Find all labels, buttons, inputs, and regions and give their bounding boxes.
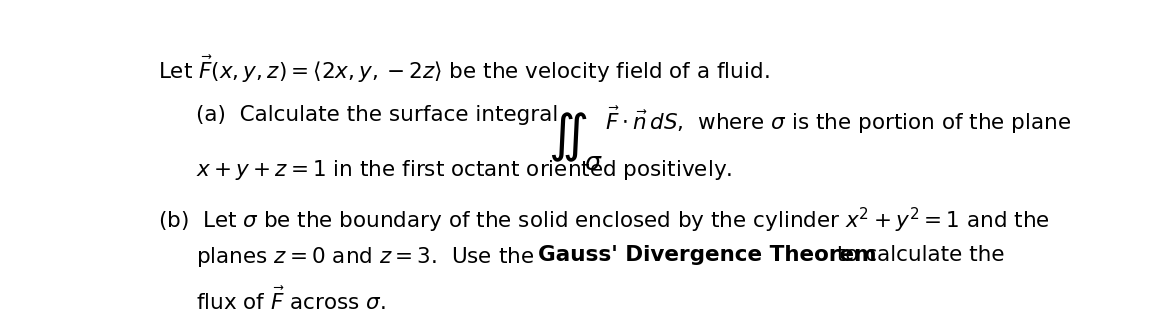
- Text: $\vec{F}\cdot\vec{n}\,dS$,  where $\sigma$ is the portion of the plane: $\vec{F}\cdot\vec{n}\,dS$, where $\sigma…: [606, 105, 1071, 136]
- Text: planes $z = 0$ and $z = 3$.  Use the: planes $z = 0$ and $z = 3$. Use the: [196, 245, 534, 269]
- Text: (b)  Let $\sigma$ be the boundary of the solid enclosed by the cylinder $x^2 + y: (b) Let $\sigma$ be the boundary of the …: [158, 206, 1049, 235]
- Text: to calculate the: to calculate the: [830, 245, 1004, 265]
- Text: flux of $\vec{F}$ across $\sigma$.: flux of $\vec{F}$ across $\sigma$.: [196, 287, 385, 312]
- Text: Gauss' Divergence Theorem: Gauss' Divergence Theorem: [538, 245, 876, 265]
- Text: (a)  Calculate the surface integral: (a) Calculate the surface integral: [196, 105, 558, 125]
- Text: Let $\vec{F}(x, y, z) = \langle 2x, y, -2z\rangle$ be the velocity field of a fl: Let $\vec{F}(x, y, z) = \langle 2x, y, -…: [158, 54, 769, 85]
- Text: $x + y + z = 1$ in the first octant oriented positively.: $x + y + z = 1$ in the first octant orie…: [196, 158, 732, 182]
- Text: $\iint_{\!\sigma}$: $\iint_{\!\sigma}$: [548, 111, 603, 172]
